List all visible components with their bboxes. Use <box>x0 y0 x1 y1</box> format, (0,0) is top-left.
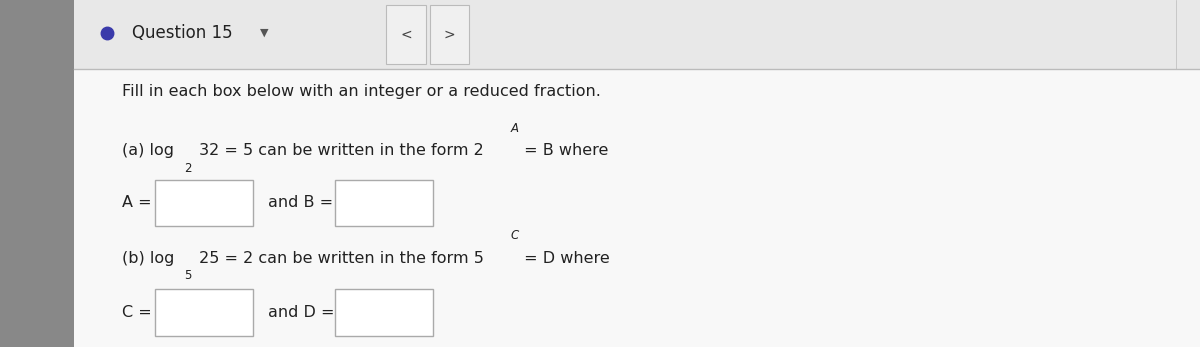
Text: Fill in each box below with an integer or a reduced fraction.: Fill in each box below with an integer o… <box>122 84 601 100</box>
Text: 5: 5 <box>184 269 191 282</box>
FancyBboxPatch shape <box>74 0 1200 69</box>
Text: A: A <box>510 122 518 135</box>
FancyBboxPatch shape <box>74 69 1200 347</box>
FancyBboxPatch shape <box>155 289 253 336</box>
FancyBboxPatch shape <box>335 289 433 336</box>
Text: A =: A = <box>122 195 152 211</box>
Text: = B where: = B where <box>520 143 608 159</box>
Text: (a) log: (a) log <box>122 143 174 159</box>
Text: ▼: ▼ <box>260 28 269 38</box>
Text: Question 15: Question 15 <box>132 24 233 42</box>
Text: (b) log: (b) log <box>122 251 175 266</box>
FancyBboxPatch shape <box>386 5 426 64</box>
Text: and D =: and D = <box>268 305 334 320</box>
FancyBboxPatch shape <box>430 5 469 64</box>
FancyBboxPatch shape <box>155 180 253 227</box>
Text: C =: C = <box>122 305 152 320</box>
Text: <: < <box>401 28 412 42</box>
FancyBboxPatch shape <box>0 0 74 347</box>
Text: and B =: and B = <box>268 195 332 211</box>
Text: 25 = 2 can be written in the form 5: 25 = 2 can be written in the form 5 <box>194 251 484 266</box>
Text: 2: 2 <box>184 162 191 175</box>
Text: C: C <box>510 229 518 243</box>
FancyBboxPatch shape <box>335 180 433 227</box>
Text: >: > <box>444 28 455 42</box>
Text: 32 = 5 can be written in the form 2: 32 = 5 can be written in the form 2 <box>194 143 484 159</box>
Text: = D where: = D where <box>520 251 610 266</box>
